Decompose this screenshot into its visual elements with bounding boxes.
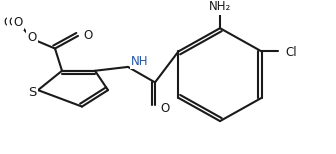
Text: O: O — [27, 31, 37, 44]
Text: NH₂: NH₂ — [209, 0, 231, 13]
Text: S: S — [28, 86, 36, 99]
Text: O: O — [13, 16, 23, 29]
Text: O: O — [4, 16, 13, 29]
Text: Cl: Cl — [286, 46, 297, 59]
Text: NH: NH — [131, 55, 149, 68]
Text: O: O — [160, 102, 169, 115]
Text: O: O — [83, 29, 92, 43]
Text: O: O — [8, 16, 17, 29]
